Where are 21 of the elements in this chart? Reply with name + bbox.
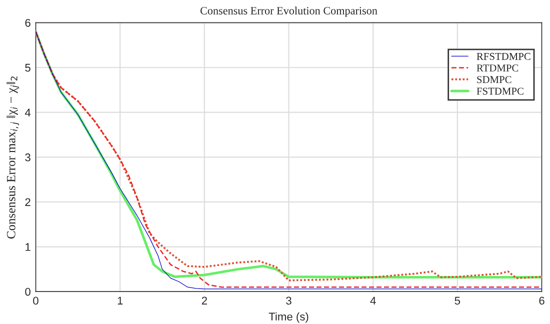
x-tick-label: 0	[33, 296, 38, 305]
x-tick-label: 5	[454, 296, 460, 305]
x-tick-label: 2	[202, 296, 207, 305]
x-tick-label: 4	[370, 296, 376, 305]
legend-label: RFSTDMPC	[476, 52, 530, 60]
legend-label: RTDMPC	[476, 64, 518, 72]
y-tick-label: 0	[25, 288, 30, 296]
y-axis-title: Consensus Error max$_{i,j}$ ‖χ$_{i}$ − χ$_{j}$‖$_{2}$	[6, 76, 20, 239]
chart-title: Consensus Error Evolution Comparison	[200, 6, 378, 17]
legend-label: SDMPC	[477, 76, 512, 84]
y-tick-label: 1	[26, 243, 30, 251]
y-tick-label: 6	[25, 18, 30, 27]
y-tick-label: 3	[25, 153, 30, 162]
x-tick-label: 3	[286, 296, 292, 305]
x-tick-label: 6	[539, 296, 544, 305]
x-tick-label: 1	[118, 296, 123, 305]
legend-label: FSTDMPC	[476, 88, 524, 95]
y-tick-label: 5	[25, 64, 30, 72]
y-tick-label: 4	[24, 108, 31, 116]
x-axis-title: Time (s)	[268, 312, 308, 323]
y-tick-label: 2	[25, 198, 30, 206]
